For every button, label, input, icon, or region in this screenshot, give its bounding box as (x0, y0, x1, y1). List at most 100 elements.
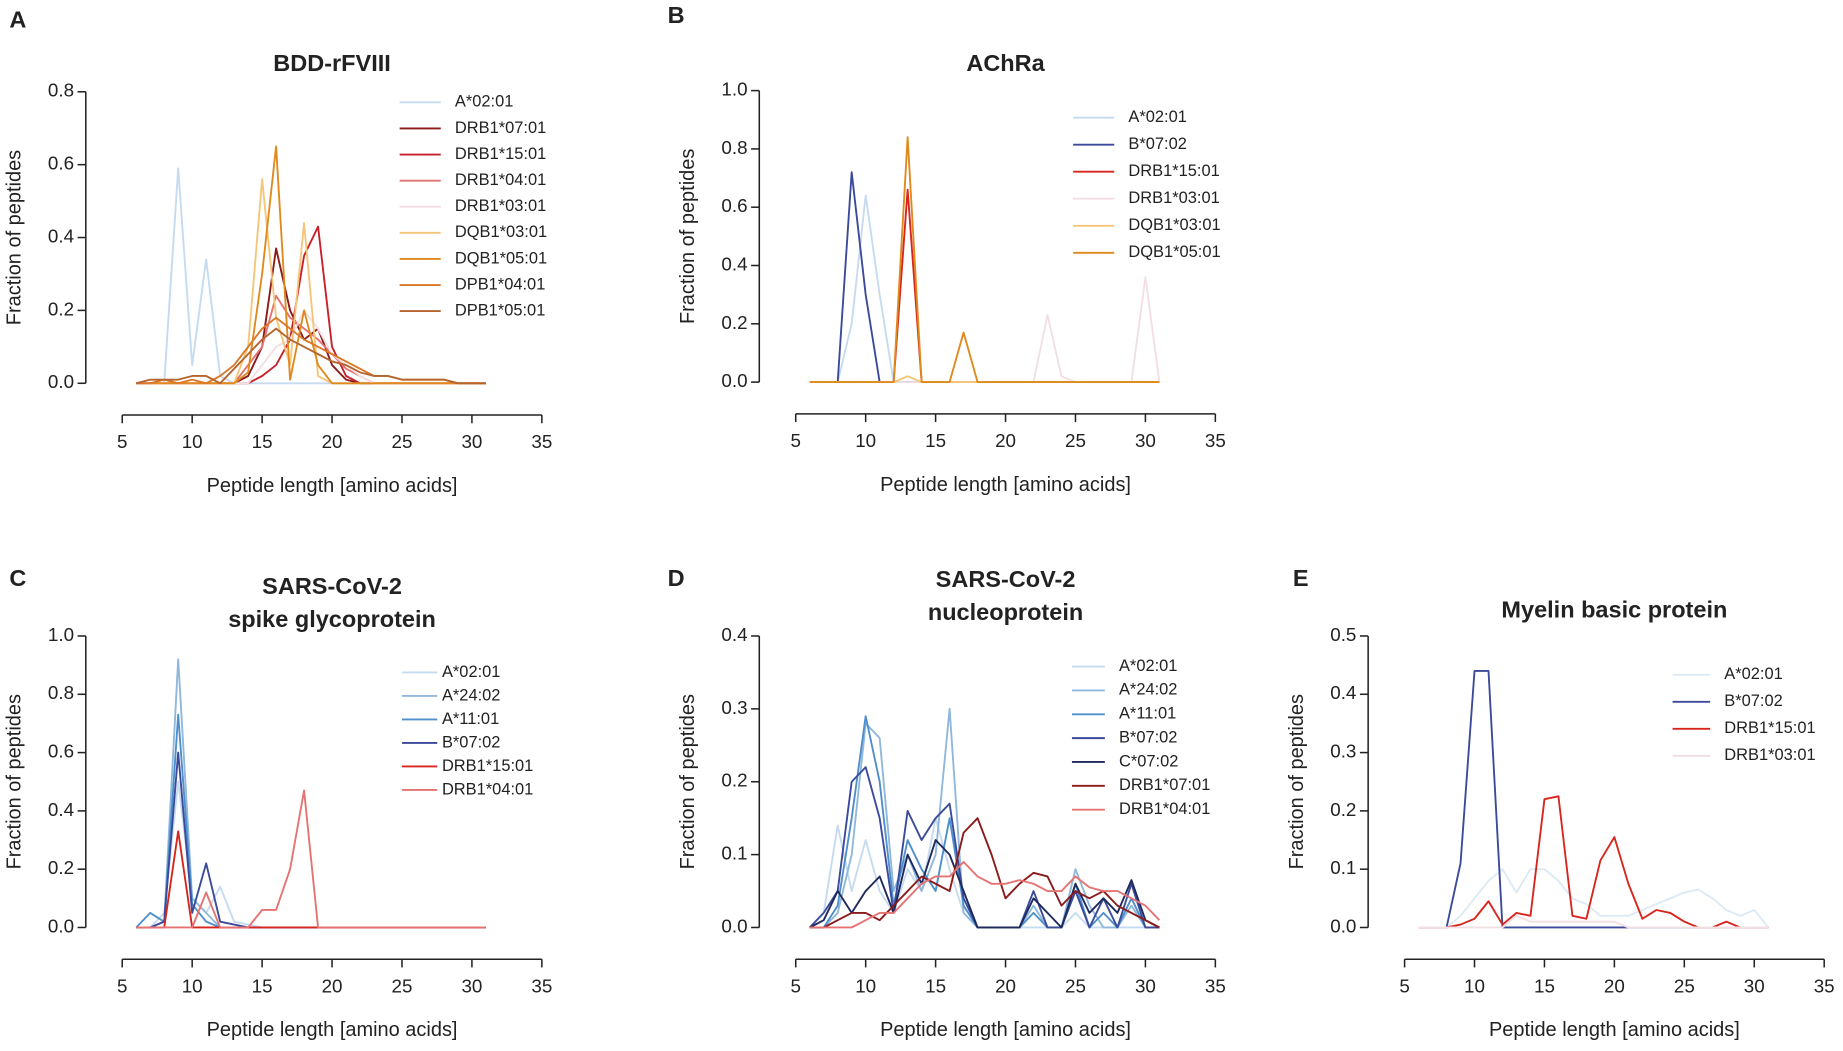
x-tick-label: 5 (1399, 975, 1409, 996)
x-tick-label: 10 (182, 975, 203, 996)
y-tick-label: 0.8 (721, 137, 747, 158)
chart-title: SARS-CoV-2 (262, 573, 402, 599)
x-tick-label: 20 (1604, 975, 1625, 996)
legend-label: B*07:02 (442, 733, 501, 751)
x-tick-label: 30 (1744, 975, 1765, 996)
chart-title: Myelin basic protein (1501, 597, 1727, 623)
x-tick-label: 35 (1205, 975, 1226, 996)
legend-label: B*07:02 (1128, 135, 1187, 153)
x-tick-label: 15 (1534, 975, 1555, 996)
panel-label: E (1293, 565, 1309, 591)
x-tick-label: 25 (392, 975, 413, 996)
x-tick-label: 10 (182, 431, 203, 452)
legend-label: DRB1*03:01 (1724, 746, 1815, 764)
legend-label: A*24:02 (442, 686, 501, 704)
panel: E Myelin basic protein 0.0 0.1 0.2 0.3 0.4 0.5 5… (1286, 565, 1835, 1041)
panel-label: C (9, 565, 26, 591)
legend-label: B*07:02 (1119, 728, 1178, 746)
x-tick-label: 15 (252, 431, 273, 452)
x-tick-label: 30 (1135, 975, 1156, 996)
x-tick-label: 10 (855, 975, 876, 996)
series-line (809, 188, 1160, 384)
panel-label: A (9, 6, 26, 32)
x-tick-label: 30 (461, 431, 482, 452)
chart-title: nucleoprotein (928, 599, 1083, 625)
legend-label: DRB1*04:01 (1119, 800, 1210, 818)
panel: B AChRa 0.0 0.2 0.4 0.6 0.8 1.0 5 10 15 20 25 30 35 Pep… (668, 2, 1226, 496)
x-tick-label: 20 (322, 975, 343, 996)
x-tick-label: 35 (531, 431, 552, 452)
series-line (809, 136, 1160, 384)
x-tick-label: 5 (117, 975, 127, 996)
y-tick-label: 0.0 (721, 915, 747, 936)
x-tick-label: 5 (790, 975, 800, 996)
x-tick-label: 35 (1814, 975, 1835, 996)
legend-label: DQB1*03:01 (1128, 216, 1220, 234)
x-tick-label: 10 (855, 430, 876, 451)
x-tick-label: 30 (461, 975, 482, 996)
y-axis-label: Fraction of peptides (677, 694, 699, 869)
y-tick-label: 1.0 (48, 624, 74, 645)
y-tick-label: 0.0 (1330, 915, 1356, 936)
series-line (809, 817, 1160, 929)
y-tick-label: 0.4 (48, 226, 74, 247)
y-tick-label: 1.0 (721, 79, 747, 100)
chart-title: spike glycoprotein (228, 606, 436, 632)
legend-label: DRB1*15:01 (1724, 719, 1815, 737)
series-line (136, 178, 486, 385)
y-tick-label: 0.5 (1330, 624, 1356, 645)
y-axis-label: Fraction of peptides (4, 694, 26, 869)
y-tick-label: 0.0 (48, 371, 74, 392)
x-axis-label: Peptide length [amino acids] (880, 474, 1131, 496)
y-tick-label: 0.8 (48, 80, 74, 101)
legend-label: A*02:01 (442, 663, 501, 681)
y-tick-label: 0.2 (721, 770, 747, 791)
series-line (135, 713, 486, 929)
y-tick-label: 0.2 (721, 312, 747, 333)
chart-title: AChRa (966, 50, 1045, 76)
y-axis-label: Fraction of peptides (4, 150, 26, 325)
panel-label: D (668, 565, 685, 591)
y-axis-label: Fraction of peptides (1286, 694, 1308, 869)
x-tick-label: 25 (1065, 975, 1086, 996)
y-tick-label: 0.8 (48, 682, 74, 703)
series-line (809, 839, 1160, 929)
legend-label: DPB1*04:01 (455, 275, 545, 293)
series-line (809, 194, 1160, 384)
y-tick-label: 0.6 (48, 153, 74, 174)
x-axis-label: Peptide length [amino acids] (207, 475, 458, 497)
series-line (809, 860, 1161, 929)
y-tick-label: 0.2 (48, 298, 74, 319)
series-line (136, 789, 486, 929)
x-tick-label: 20 (995, 975, 1016, 996)
legend-label: A*24:02 (1119, 681, 1178, 699)
legend-label: A*11:01 (1119, 705, 1176, 723)
legend-label: DRB1*03:01 (455, 197, 546, 215)
series-line (809, 171, 1160, 384)
y-tick-label: 0.4 (1330, 682, 1356, 703)
x-tick-label: 5 (790, 430, 800, 451)
legend-label: DQB1*03:01 (455, 223, 547, 241)
panel: A BDD-rFVIII 0.0 0.2 0.4 0.6 0.8 5 10 15 20 25 30 35 P… (4, 6, 553, 497)
chart-title: SARS-CoV-2 (936, 566, 1076, 592)
x-tick-label: 15 (925, 975, 946, 996)
y-tick-label: 0.2 (1330, 799, 1356, 820)
y-tick-label: 0.0 (721, 370, 747, 391)
legend-label: DRB1*04:01 (442, 780, 533, 798)
y-tick-label: 0.6 (48, 741, 74, 762)
x-tick-label: 20 (995, 430, 1016, 451)
y-tick-label: 0.1 (1330, 857, 1356, 878)
series-line (1418, 795, 1769, 929)
legend-label: A*02:01 (1724, 665, 1783, 683)
x-tick-label: 25 (1674, 975, 1695, 996)
series-line (136, 658, 486, 929)
x-tick-label: 25 (392, 431, 413, 452)
panel: D SARS-CoV-2 nucleoprotein 0.0 0.1 0.2 0.3 0.4 5… (668, 565, 1226, 1041)
series-line (1418, 914, 1769, 929)
legend-label: DRB1*07:01 (1119, 776, 1210, 794)
legend-label: A*02:01 (1128, 108, 1187, 126)
panel: C SARS-CoV-2 spike glycoprotein 0.0 0.2 0.4 0.… (4, 565, 553, 1041)
legend-label: C*07:02 (1119, 752, 1178, 770)
chart-title: BDD-rFVIII (273, 50, 391, 76)
series-line (136, 145, 486, 385)
